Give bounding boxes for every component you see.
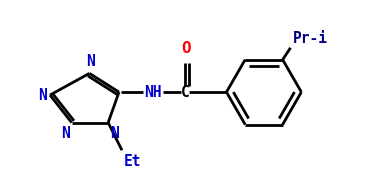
Text: N: N <box>61 126 70 141</box>
Text: NH: NH <box>144 85 161 100</box>
Text: N: N <box>86 54 95 69</box>
Text: Pr-i: Pr-i <box>293 31 328 46</box>
Text: Et: Et <box>124 154 141 169</box>
Text: O: O <box>181 41 191 56</box>
Text: N: N <box>110 126 119 141</box>
Text: N: N <box>38 88 47 103</box>
Text: C: C <box>181 85 189 100</box>
